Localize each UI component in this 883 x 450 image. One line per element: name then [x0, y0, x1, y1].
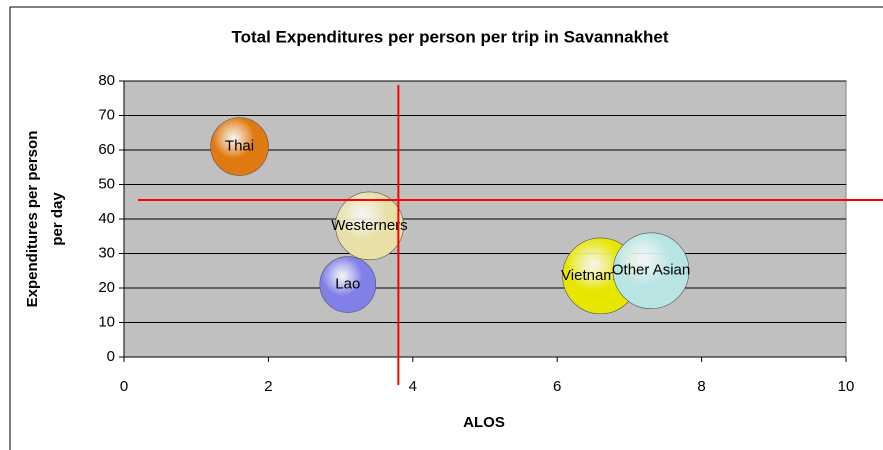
y-tick-label: 10 — [98, 313, 115, 330]
x-tick-label: 10 — [838, 378, 855, 395]
bubble — [335, 191, 404, 261]
data-label: Lao — [335, 276, 360, 293]
bubble — [319, 256, 377, 313]
chart-title: Total Expenditures per person per trip i… — [231, 27, 668, 46]
y-tick-label: 30 — [98, 244, 115, 261]
y-tick-label: 0 — [107, 348, 115, 365]
y-tick-label: 60 — [98, 141, 115, 158]
x-tick-label: 8 — [697, 378, 705, 395]
bubble — [210, 117, 269, 176]
y-tick-label: 50 — [98, 175, 115, 192]
x-tick-label: 6 — [553, 378, 561, 395]
y-tick-label: 80 — [98, 72, 115, 89]
data-label: Other Asian — [612, 262, 690, 279]
x-tick-label: 2 — [264, 378, 272, 395]
x-tick-label: 0 — [120, 378, 128, 395]
y-tick-label: 70 — [98, 106, 115, 123]
y-tick-label: 40 — [98, 210, 115, 227]
x-axis-label: ALOS — [463, 414, 505, 431]
y-axis-label-line: Expenditures per person — [24, 131, 41, 308]
data-label: Thai — [225, 138, 254, 155]
data-label: Westerners — [331, 217, 407, 234]
bubble — [612, 232, 690, 309]
y-axis-label: Expenditures per person per day — [24, 131, 66, 308]
y-axis-label-line: per day — [49, 192, 66, 246]
x-tick-label: 4 — [409, 378, 417, 395]
y-tick-label: 20 — [98, 279, 115, 296]
